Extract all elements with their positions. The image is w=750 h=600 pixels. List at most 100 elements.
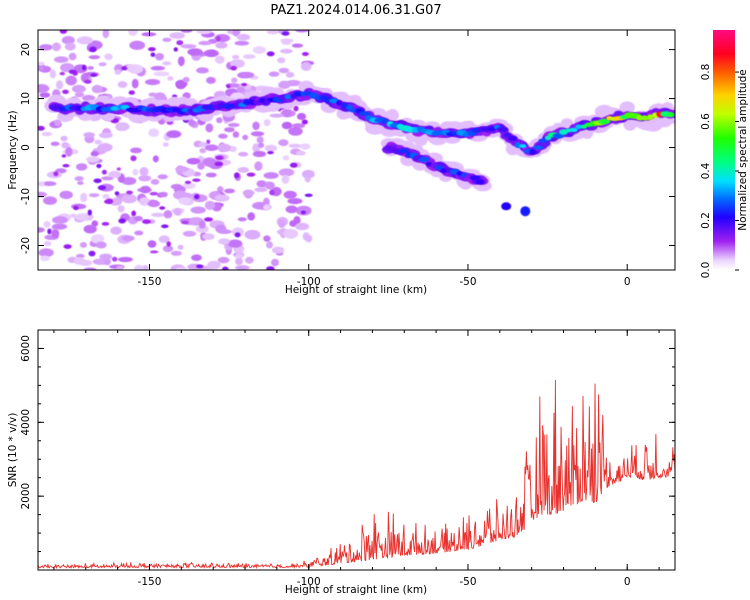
noise-speckle (250, 131, 265, 137)
noise-speckle (207, 260, 221, 270)
noise-speckle (64, 42, 76, 51)
noise-speckle-strong (304, 193, 313, 197)
noise-speckle (232, 30, 240, 37)
noise-speckle-strong (116, 167, 121, 171)
ridge-dominant-core (538, 138, 548, 143)
noise-speckle-strong (111, 256, 118, 262)
spectrogram-ytick-label: 0 (20, 144, 32, 151)
noise-speckle-strong (204, 217, 213, 222)
ridge-dominant-core (529, 149, 537, 155)
noise-speckle (71, 84, 86, 93)
noise-speckle (191, 254, 202, 261)
noise-speckle (117, 256, 133, 263)
noise-speckle-strong (289, 162, 298, 168)
noise-speckle (103, 258, 112, 266)
ridge-secondary-core (469, 175, 481, 181)
noise-speckle (199, 147, 207, 154)
noise-speckle (59, 190, 73, 200)
noise-speckle (49, 69, 57, 79)
noise-speckle (281, 121, 293, 130)
ridge-dominant-core (336, 99, 343, 106)
noise-speckle (76, 36, 93, 45)
noise-speckle (170, 250, 182, 256)
noise-speckle (214, 194, 230, 202)
noise-speckle (79, 241, 88, 248)
noise-speckle-strong (234, 172, 240, 179)
noise-speckle-strong (166, 241, 171, 247)
noise-speckle (195, 225, 209, 233)
noise-speckle (232, 54, 240, 60)
noise-speckle (129, 40, 146, 50)
noise-speckle-strong (293, 105, 299, 112)
noise-speckle-strong (301, 119, 308, 125)
noise-speckle-strong (130, 155, 137, 162)
noise-speckle-strong (89, 46, 97, 52)
ridge-dominant-core (569, 127, 578, 132)
noise-speckle (264, 144, 278, 152)
noise-speckle-strong (234, 232, 241, 238)
noise-speckle (288, 143, 303, 148)
noise-speckle (230, 59, 245, 69)
noise-speckle (148, 92, 157, 97)
ridge-secondary-core (475, 178, 485, 185)
noise-speckle (116, 265, 124, 270)
noise-speckle (218, 238, 230, 245)
noise-speckle (162, 37, 172, 42)
colorbar-ticks: 0.0 0.2 0.4 0.6 0.8 (700, 64, 739, 278)
noise-speckle (291, 43, 304, 48)
noise-speckle (175, 267, 188, 270)
noise-speckle (38, 84, 50, 93)
colorbar-tick-label: 0.2 (700, 212, 712, 229)
snr-xtick-label: -150 (138, 576, 162, 588)
noise-speckle (254, 187, 268, 192)
noise-speckle (128, 30, 138, 36)
noise-speckle (145, 79, 161, 86)
ridge-dominant-core (598, 118, 611, 125)
isolated-blob (501, 202, 512, 211)
noise-speckle (65, 146, 73, 157)
noise-speckle (304, 175, 311, 183)
noise-speckle (158, 235, 170, 243)
noise-speckle (287, 198, 303, 205)
noise-speckle (278, 168, 295, 177)
ridge-dominant-core (504, 132, 511, 138)
noise-speckle (198, 40, 212, 46)
snr-frame (37, 329, 676, 571)
noise-speckle-strong (82, 64, 87, 71)
noise-speckle (186, 157, 201, 165)
noise-speckle (87, 66, 94, 70)
noise-speckle (227, 239, 243, 248)
snr-background (38, 330, 675, 570)
noise-speckle-strong (47, 228, 52, 235)
noise-speckle (43, 240, 52, 247)
snr-ytick-label: 6000 (20, 335, 32, 362)
noise-speckle-strong (88, 250, 96, 257)
noise-speckle (265, 181, 275, 190)
ridge-dominant-core (519, 144, 527, 148)
noise-speckle (218, 133, 228, 139)
noise-speckle (229, 146, 237, 153)
noise-speckle (132, 168, 139, 176)
noise-speckle (231, 77, 238, 83)
noise-speckle (245, 256, 254, 264)
noise-speckle (163, 210, 173, 219)
noise-speckle (266, 241, 273, 249)
noise-speckle (243, 54, 256, 59)
noise-speckle (76, 163, 88, 171)
noise-speckle (41, 131, 53, 137)
noise-speckle (196, 30, 212, 35)
ridge-dominant-core (514, 142, 521, 149)
noise-speckle (283, 228, 299, 239)
noise-speckle-strong (301, 52, 309, 56)
noise-speckle (157, 174, 168, 180)
noise-speckle-strong (194, 194, 200, 200)
noise-speckle-strong (101, 222, 110, 226)
noise-speckle (278, 219, 286, 229)
noise-speckle (40, 255, 50, 262)
noise-speckle (54, 56, 69, 63)
snr-xlabel: Height of straight line (km) (285, 584, 427, 596)
noise-speckle-strong (118, 218, 126, 224)
spectrogram-xtick-label: 0 (624, 276, 631, 288)
noise-speckle (150, 179, 160, 185)
